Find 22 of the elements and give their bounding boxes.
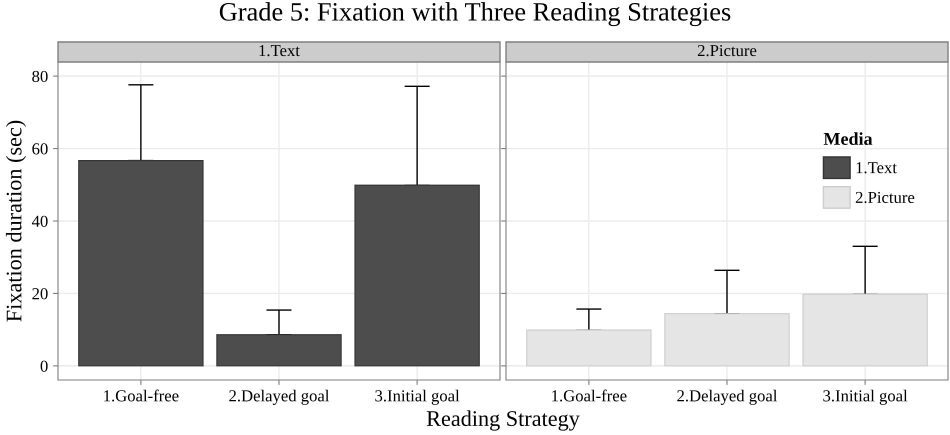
x-tick-label: 3.Initial goal (375, 390, 460, 405)
chart-subtitle: 1.Text (260, 45, 300, 56)
x-tick-label: 1.Goal-free (104, 390, 178, 402)
chart-title: Grade 5: Fixation with Three Reading Strategies (220, 2, 730, 26)
x-tick-label: 2.Delayed goal (677, 390, 778, 405)
x-axis-title: Reading Strategy (426, 410, 580, 431)
legend-label: 1.Text (856, 162, 897, 174)
x-tick-label: 2.Delayed goal (229, 390, 330, 405)
bar (354, 184, 480, 366)
bar (216, 334, 342, 366)
y-tick-label: 60 (32, 143, 48, 155)
y-tick-label: 40 (32, 216, 48, 227)
chart-subtitle: 2.Picture (698, 44, 756, 56)
bar (78, 160, 204, 366)
y-tick-label: 20 (32, 288, 48, 300)
y-tick-label: 80 (32, 70, 48, 82)
y-axis-title: Fixation duration (sec) (6, 120, 26, 322)
legend-title: Media (824, 132, 872, 145)
x-tick-label: 3.Initial goal (823, 390, 908, 405)
y-tick-label: 0 (40, 360, 48, 372)
legend-label: 2.Picture (856, 192, 914, 204)
x-tick-label: 1.Goal-free (552, 390, 626, 402)
